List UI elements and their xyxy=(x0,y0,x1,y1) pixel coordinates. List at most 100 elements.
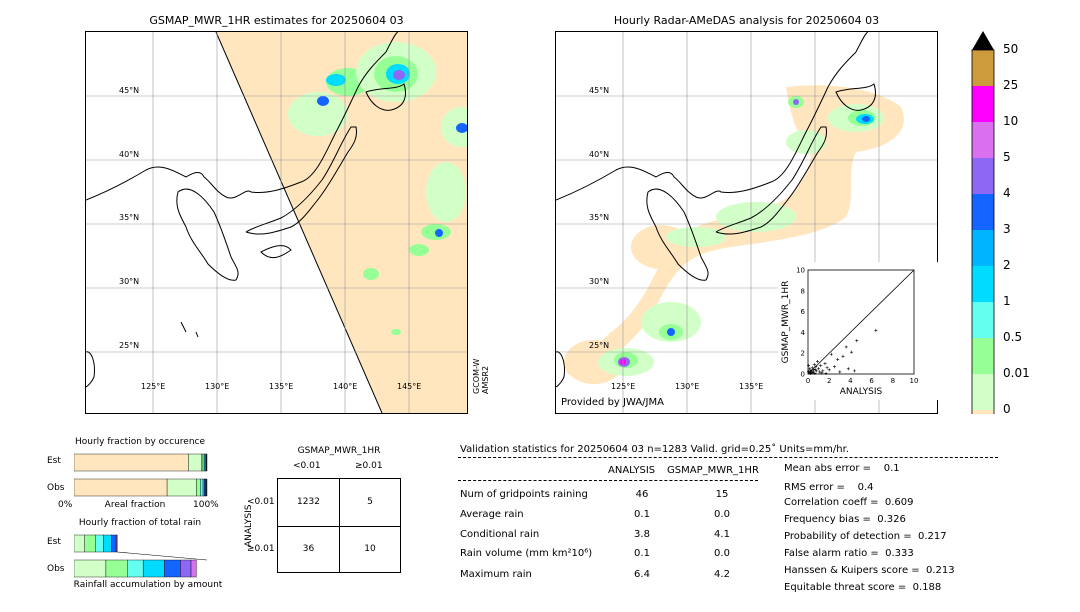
right-map-canvas xyxy=(556,32,937,413)
scatter-point xyxy=(825,366,829,370)
occ-svg-segment xyxy=(205,478,208,497)
analysis-rain xyxy=(598,96,884,376)
rain-svg-segment xyxy=(116,534,118,553)
occurrence-cat-est: Est xyxy=(47,456,61,466)
scatter-point xyxy=(846,367,850,371)
validation-divider-mid xyxy=(458,480,758,481)
scatter-ytick: 6 xyxy=(801,308,806,316)
colorbar-tick-label: 2 xyxy=(1003,258,1011,272)
validation-row-analysis: 3.8 xyxy=(634,529,650,540)
colorbar-segment xyxy=(972,50,994,86)
right-lat-30: 30°N xyxy=(589,277,610,286)
validation-row-gsmap: 0.0 xyxy=(714,509,730,520)
colorbar-segment xyxy=(972,410,994,414)
occ-svg-segment xyxy=(196,478,201,497)
right-lat-35: 35°N xyxy=(589,213,610,222)
colorbar-tick-label: 0.01 xyxy=(1003,366,1030,380)
occ-svg-segment xyxy=(188,453,202,472)
right-coastlines xyxy=(556,32,876,388)
right-lat-45: 45°N xyxy=(589,86,610,95)
swath-area xyxy=(216,32,467,413)
left-lon-125: 125°E xyxy=(141,382,166,391)
score-line: Hanssen & Kuipers score = 0.213 xyxy=(784,565,955,576)
validation-col-gsmap: GSMAP_MWR_1HR xyxy=(667,465,759,476)
scatter-diagonal xyxy=(807,269,915,375)
scatter-point xyxy=(824,371,828,375)
colorbar-tick-label: 3 xyxy=(1003,222,1011,236)
validation-row-gsmap: 0.0 xyxy=(714,548,730,559)
left-lat-35: 35°N xyxy=(119,213,140,222)
scatter-point xyxy=(813,371,817,375)
colorbar-tick-label: 0.5 xyxy=(1003,330,1023,344)
total-rain-xlabel: Rainfall accumulation by amount xyxy=(73,580,223,590)
left-lon-140: 140°E xyxy=(333,382,358,391)
total-rain-cat-obs: Obs xyxy=(47,564,65,574)
score-line: Frequency bias = 0.326 xyxy=(784,514,906,525)
scatter-point xyxy=(814,369,818,373)
occ-svg-segment xyxy=(74,453,189,472)
score-line: Probability of detection = 0.217 xyxy=(784,531,947,542)
rain-svg-segment xyxy=(180,559,192,578)
right-lon-135: 135°E xyxy=(739,382,764,391)
scatter-ytick: 2 xyxy=(801,350,805,358)
scatter-point xyxy=(808,367,812,371)
validation-row-label: Maximum rain xyxy=(460,569,532,580)
total-rain-bars xyxy=(74,534,208,578)
contingency-col-0: <0.01 xyxy=(293,461,321,471)
colorbar xyxy=(970,30,996,414)
rain-svg-segment xyxy=(74,534,85,553)
colorbar-segment xyxy=(972,338,994,374)
occurrence-chart xyxy=(74,451,210,499)
left-lon-135: 135°E xyxy=(269,382,294,391)
validation-row-gsmap: 4.1 xyxy=(714,529,730,540)
left-map-canvas xyxy=(86,32,467,413)
scatter-point xyxy=(812,363,816,367)
score-line: False alarm ratio = 0.333 xyxy=(784,548,914,559)
occurrence-title: Hourly fraction by occurence xyxy=(74,437,206,447)
colorbar-segment xyxy=(972,266,994,302)
scatter-point xyxy=(853,369,857,373)
scatter-point xyxy=(809,371,813,375)
validation-col-analysis: ANALYSIS xyxy=(608,465,656,476)
colorbar-tick-label: 4 xyxy=(1003,186,1011,200)
left-lon-130: 130°E xyxy=(205,382,230,391)
scatter-point xyxy=(823,362,827,366)
scatter-point xyxy=(829,352,833,356)
contingency-row-label: ANALYSIS xyxy=(244,504,254,547)
contingency-cell-10: 36 xyxy=(302,544,315,554)
occ-svg-segment xyxy=(166,478,197,497)
scatter-point xyxy=(844,345,848,349)
scatter-point xyxy=(807,364,811,368)
scatter-point xyxy=(849,350,853,354)
colorbar-tick-label: 10 xyxy=(1003,114,1019,128)
right-map-title: Hourly Radar-AMeDAS analysis for 2025060… xyxy=(613,14,880,27)
contingency-row-1: ≥0.01 xyxy=(247,544,275,554)
occurrence-tick-100: 100% xyxy=(193,500,219,510)
scatter-point xyxy=(836,357,840,361)
colorbar-segment xyxy=(972,86,994,122)
total-rain-title: Hourly fraction of total rain xyxy=(78,518,202,528)
colorbar-frame xyxy=(971,49,995,414)
scatter-point xyxy=(838,370,842,374)
colorbar-segment xyxy=(972,374,994,410)
scatter-inset: 0 2 4 6 8 10 0 2 4 6 8 10 ANALYSIS GSMAP_MWR_1HR xyxy=(778,262,938,400)
score-line: Equitable threat score = 0.188 xyxy=(784,582,942,593)
left-map-title: GSMAP_MWR_1HR estimates for 20250604 03 xyxy=(149,14,404,27)
sensor-labels: GCOM-W AMSR2 xyxy=(446,359,490,394)
scatter-point xyxy=(833,365,836,369)
colorbar-canvas xyxy=(971,31,995,414)
scatter-point xyxy=(841,354,845,358)
scatter-ytick: 8 xyxy=(801,287,805,295)
scatter-point xyxy=(814,365,818,369)
contingency-row-0: <0.01 xyxy=(247,497,275,507)
validation-row-gsmap: 4.2 xyxy=(714,569,730,580)
swath-edge xyxy=(215,32,383,413)
colorbar-tick-label: 1 xyxy=(1003,294,1011,308)
credit-label: Provided by JWA/JMA xyxy=(561,397,664,408)
validation-row-analysis: 6.4 xyxy=(634,569,650,580)
rain-svg-segment xyxy=(142,559,165,578)
colorbar-segment xyxy=(972,122,994,158)
validation-row-label: Conditional rain xyxy=(460,529,540,540)
occurrence-xlabel: Areal fraction xyxy=(104,500,166,510)
colorbar-tick-label: 5 xyxy=(1003,150,1011,164)
